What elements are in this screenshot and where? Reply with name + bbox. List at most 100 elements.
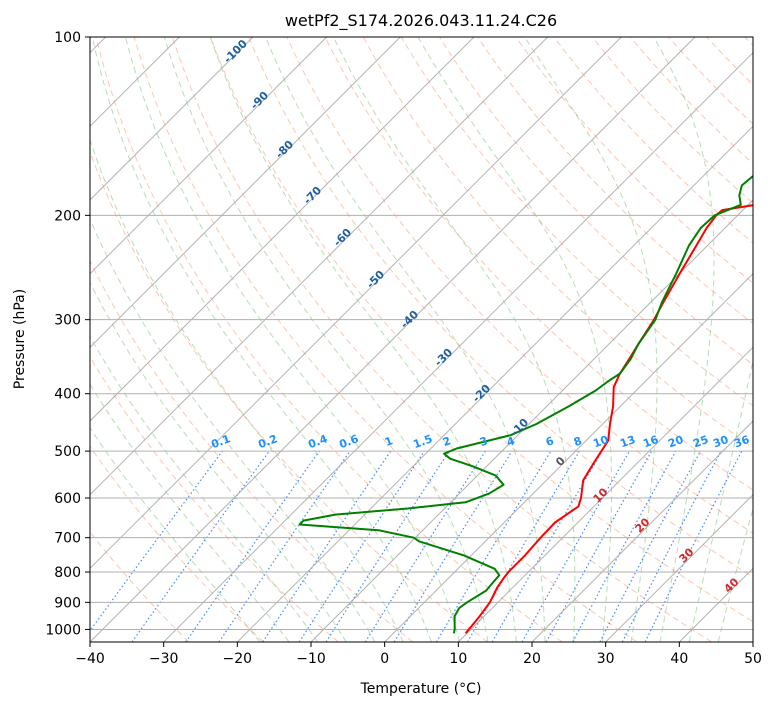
moist-adiabat — [90, 281, 347, 642]
mixing-ratio-label: 0.1 — [209, 432, 232, 451]
moist-adiabat-label: -60 — [331, 226, 354, 249]
dry-adiabat — [95, 37, 563, 642]
mixing-ratio-line — [521, 450, 631, 642]
isotherm-line — [457, 346, 753, 642]
y-tick-label: 400 — [54, 387, 81, 403]
moist-adiabat — [209, 37, 517, 642]
series-lines — [298, 174, 753, 634]
dry-adiabat — [515, 37, 753, 284]
mixing-ratio-label: 4 — [505, 434, 517, 449]
isotherm-line — [90, 37, 254, 201]
dry-adiabat — [286, 37, 753, 534]
mixing-ratio-line — [364, 450, 486, 642]
plot-frame — [89, 36, 754, 643]
dry-adiabat — [400, 37, 753, 407]
x-tick-label: 40 — [670, 651, 688, 667]
dry-adiabat — [171, 37, 712, 642]
isotherm-line — [163, 51, 753, 642]
moist-adiabat-label: -100 — [221, 37, 250, 66]
isotherm-line — [310, 199, 753, 642]
moist-adiabat-label: 40 — [722, 575, 742, 595]
dry-adiabat — [438, 37, 753, 366]
dry-adiabat — [744, 37, 753, 47]
y-tick-label: 1000 — [45, 622, 81, 638]
dry-adiabat — [90, 356, 339, 642]
mixing-ratio-label: 36 — [732, 433, 751, 451]
moist-adiabat — [90, 335, 319, 642]
mixing-ratio-label: 13 — [618, 433, 637, 450]
mixing-ratio-label: 8 — [572, 434, 584, 449]
mixing-ratio-line — [90, 450, 223, 632]
moist-adiabat-label: -50 — [364, 268, 387, 291]
mixing-ratio-label: 20 — [666, 433, 685, 451]
moist-adiabat — [653, 37, 715, 642]
moist-adiabat — [90, 427, 261, 642]
moist-adiabat-label: -40 — [398, 308, 421, 331]
dry-adiabat — [90, 259, 414, 642]
moist-adiabat — [91, 37, 432, 642]
moist-adiabat-label: 30 — [677, 545, 697, 565]
mixing-ratio-label: 0.4 — [306, 432, 329, 451]
y-axis-label: Pressure (hPa) — [12, 289, 28, 389]
mixing-ratio-label: 10 — [591, 433, 610, 451]
x-axis: −40 −30 −20 −10 0 10 20 30 40 50 — [75, 642, 762, 667]
isotherm-line — [90, 37, 549, 496]
isotherm-line — [90, 37, 401, 349]
y-tick-label: 100 — [54, 30, 81, 46]
isotherm-line — [236, 125, 753, 642]
isotherm-line — [605, 493, 753, 642]
mixing-ratio-label: 30 — [711, 433, 730, 451]
moist-adiabat — [265, 37, 546, 642]
moist-adiabat — [717, 506, 753, 642]
mixing-ratio-label: 0.2 — [256, 432, 279, 451]
mixing-ratio-line — [131, 450, 270, 642]
moist-adiabat-label: 20 — [633, 515, 653, 535]
moist-adiabat — [90, 217, 376, 642]
mixing-ratio-label: 16 — [641, 433, 660, 451]
y-tick-label: 700 — [54, 531, 81, 547]
x-tick-label: −40 — [75, 651, 105, 667]
y-tick-label: 200 — [54, 208, 81, 224]
dry-adiabat — [90, 531, 190, 642]
temperature-line — [464, 204, 753, 634]
isotherm-line — [90, 37, 475, 422]
isotherm-line — [531, 420, 753, 642]
mixing-ratio-line — [325, 450, 450, 642]
moist-adiabat-label: -80 — [273, 138, 296, 161]
mixing-ratio-line — [185, 450, 320, 642]
mixing-ratio-line — [218, 450, 351, 642]
dry-adiabat — [90, 445, 264, 642]
mixing-ratio-label: 3 — [478, 434, 490, 449]
dry-adiabat — [324, 37, 753, 491]
moist-adiabat — [417, 37, 612, 642]
x-tick-label: 0 — [380, 651, 389, 667]
moist-adiabat-label: -30 — [432, 346, 455, 369]
mixing-ratio-line — [545, 450, 653, 642]
mixing-ratio-label: 1.5 — [411, 432, 434, 451]
mixing-ratio-label: 25 — [691, 433, 710, 450]
moist-adiabat — [125, 37, 461, 642]
dry-adiabat — [362, 37, 753, 449]
isotherm-line — [90, 37, 696, 642]
mixing-ratio-label: 2 — [441, 434, 453, 449]
x-tick-label: 30 — [597, 651, 615, 667]
moist-adiabat — [90, 138, 404, 642]
mixing-ratio-line — [298, 450, 425, 642]
dry-adiabat — [133, 37, 638, 642]
dry-adiabat — [248, 37, 753, 578]
moist-adiabat-label: 10 — [591, 485, 611, 505]
line-labels: -100-90-80-70-60-50-40-30-20-10010203040… — [209, 37, 751, 596]
dry-adiabat — [477, 37, 753, 325]
x-tick-label: 50 — [744, 651, 762, 667]
y-tick-label: 500 — [54, 444, 81, 460]
isotherm-line — [384, 272, 753, 642]
y-tick-label: 600 — [54, 491, 81, 507]
mixing-ratio-label: 6 — [544, 434, 556, 449]
dewpoint-line — [298, 174, 753, 634]
moist-adiabat — [90, 383, 290, 642]
x-tick-label: 20 — [523, 651, 541, 667]
isotherm-line — [90, 37, 622, 570]
chart-title: wetPf2_S174.2026.043.11.24.C26 — [285, 11, 557, 31]
isotherm-line — [90, 37, 328, 275]
